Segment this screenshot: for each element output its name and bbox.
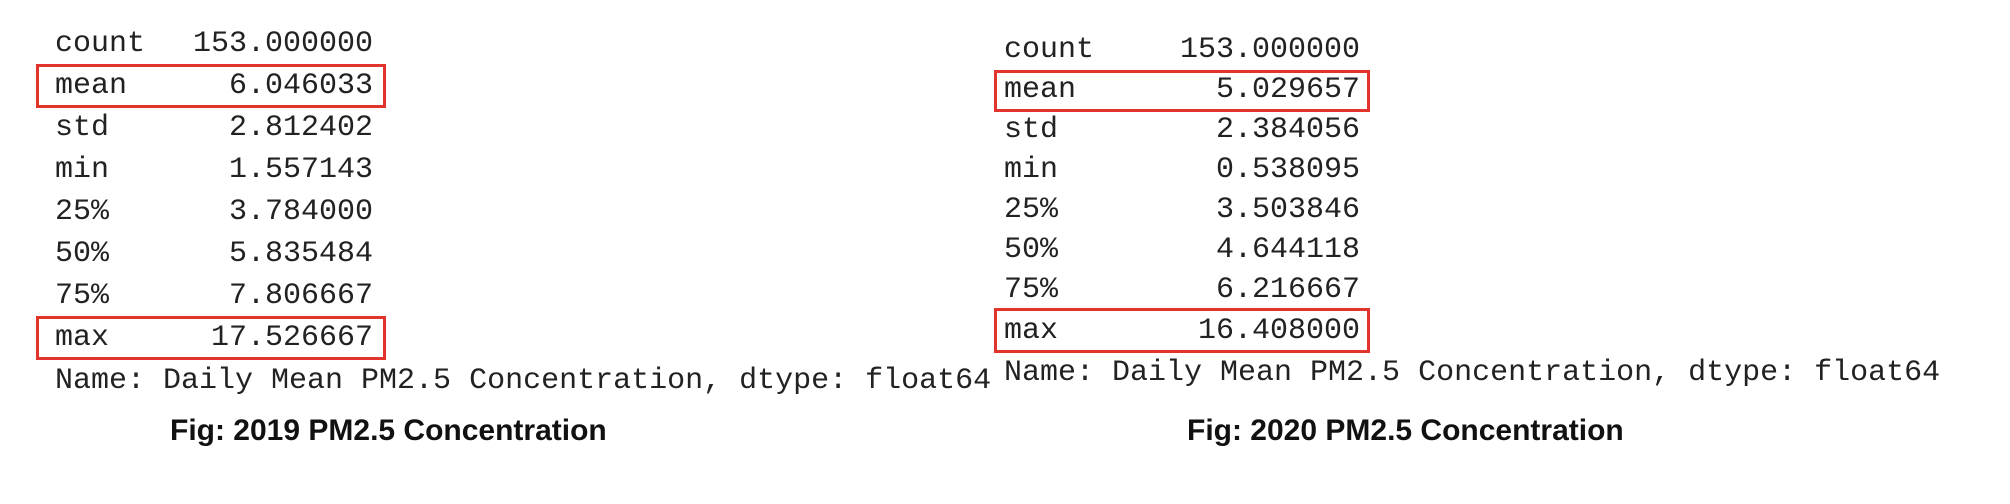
stat-key: 75% (55, 279, 110, 313)
stat-value: 16.408000 (1197, 314, 1360, 348)
stat-value: 5.835484 (228, 237, 373, 271)
stat-row-count: count 153.000000 (1004, 30, 1360, 70)
stat-value: 6.216667 (1215, 273, 1360, 307)
stat-value: 17.526667 (210, 321, 373, 355)
max-highlight-box (36, 316, 386, 360)
mean-highlight-box (994, 70, 1370, 112)
stat-value: 5.029657 (1215, 73, 1360, 107)
stat-key: max (1004, 314, 1059, 348)
stat-value: 7.806667 (228, 279, 373, 313)
stat-value: 153.000000 (192, 27, 373, 61)
stat-row-25pct: 25% 3.503846 (1004, 190, 1360, 230)
stat-value: 1.557143 (228, 153, 373, 187)
stat-key: 25% (1004, 193, 1059, 227)
stat-row-max: max 16.408000 (1004, 311, 1360, 351)
stat-key: mean (1004, 73, 1077, 107)
stat-value: 6.046033 (228, 69, 373, 103)
stat-row-min: min 1.557143 (55, 150, 373, 190)
stat-value: 4.644118 (1215, 233, 1360, 267)
stat-row-75pct: 75% 6.216667 (1004, 270, 1360, 310)
stat-key: 75% (1004, 273, 1059, 307)
stat-key: count (55, 27, 146, 61)
stat-row-max: max 17.526667 (55, 318, 373, 358)
stat-key: 25% (55, 195, 110, 229)
stat-key: std (1004, 113, 1059, 147)
stat-value: 0.538095 (1215, 153, 1360, 187)
stat-key: max (55, 321, 110, 355)
stat-key: std (55, 111, 110, 145)
stat-row-75pct: 75% 7.806667 (55, 276, 373, 316)
stat-value: 2.384056 (1215, 113, 1360, 147)
stat-row-std: std 2.812402 (55, 108, 373, 148)
stat-row-50pct: 50% 5.835484 (55, 234, 373, 274)
stat-key: min (1004, 153, 1059, 187)
stat-row-min: min 0.538095 (1004, 150, 1360, 190)
figure-caption: Fig: 2019 PM2.5 Concentration (170, 414, 607, 447)
stat-key: mean (55, 69, 128, 103)
series-name-footer: Name: Daily Mean PM2.5 Concentration, dt… (55, 364, 992, 398)
stat-key: count (1004, 33, 1095, 67)
stat-row-std: std 2.384056 (1004, 110, 1360, 150)
stats-panel-2019: count 153.000000 mean 6.046033 std 2.812… (36, 24, 992, 447)
stat-row-50pct: 50% 4.644118 (1004, 230, 1360, 270)
stat-row-25pct: 25% 3.784000 (55, 192, 373, 232)
stat-row-mean: mean 6.046033 (55, 66, 373, 106)
figure-caption: Fig: 2020 PM2.5 Concentration (1187, 414, 1624, 447)
stat-value: 3.784000 (228, 195, 373, 229)
stat-key: 50% (55, 237, 110, 271)
stat-key: min (55, 153, 110, 187)
series-name-footer: Name: Daily Mean PM2.5 Concentration, dt… (1004, 356, 1941, 390)
stat-key: 50% (1004, 233, 1059, 267)
stats-panel-2020: count 153.000000 mean 5.029657 std 2.384… (994, 0, 2005, 504)
stat-value: 3.503846 (1215, 193, 1360, 227)
max-highlight-box (994, 308, 1370, 353)
mean-highlight-box (36, 64, 386, 108)
stat-value: 153.000000 (1179, 33, 1360, 67)
stat-row-mean: mean 5.029657 (1004, 70, 1360, 110)
stat-row-count: count 153.000000 (55, 24, 373, 64)
stat-value: 2.812402 (228, 111, 373, 145)
